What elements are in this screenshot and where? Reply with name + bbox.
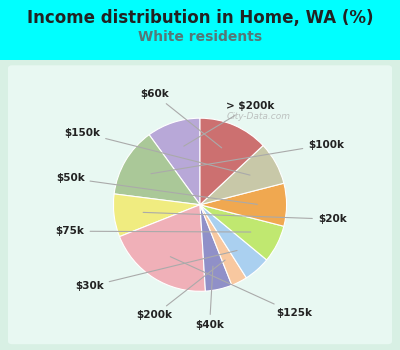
Wedge shape bbox=[200, 118, 263, 205]
Wedge shape bbox=[114, 135, 200, 205]
Text: $150k: $150k bbox=[64, 128, 250, 175]
Wedge shape bbox=[200, 205, 284, 260]
Wedge shape bbox=[200, 146, 284, 205]
Text: $30k: $30k bbox=[75, 251, 237, 292]
Text: $100k: $100k bbox=[151, 140, 344, 174]
FancyBboxPatch shape bbox=[0, 57, 400, 350]
Text: White residents: White residents bbox=[138, 30, 262, 44]
Wedge shape bbox=[149, 118, 200, 205]
Wedge shape bbox=[114, 194, 200, 237]
Text: $125k: $125k bbox=[170, 257, 312, 318]
Text: $200k: $200k bbox=[136, 260, 225, 320]
Text: $20k: $20k bbox=[143, 212, 347, 224]
Text: $50k: $50k bbox=[56, 173, 257, 204]
Wedge shape bbox=[120, 205, 206, 291]
Text: > $200k: > $200k bbox=[184, 101, 275, 146]
Text: $75k: $75k bbox=[56, 226, 251, 236]
Text: $40k: $40k bbox=[195, 266, 224, 330]
FancyBboxPatch shape bbox=[8, 65, 392, 344]
Text: City-Data.com: City-Data.com bbox=[226, 112, 290, 121]
Wedge shape bbox=[200, 183, 286, 226]
Text: $60k: $60k bbox=[140, 89, 222, 148]
Wedge shape bbox=[200, 205, 232, 291]
Text: Income distribution in Home, WA (%): Income distribution in Home, WA (%) bbox=[27, 9, 373, 27]
Wedge shape bbox=[200, 205, 246, 285]
Wedge shape bbox=[200, 205, 267, 278]
